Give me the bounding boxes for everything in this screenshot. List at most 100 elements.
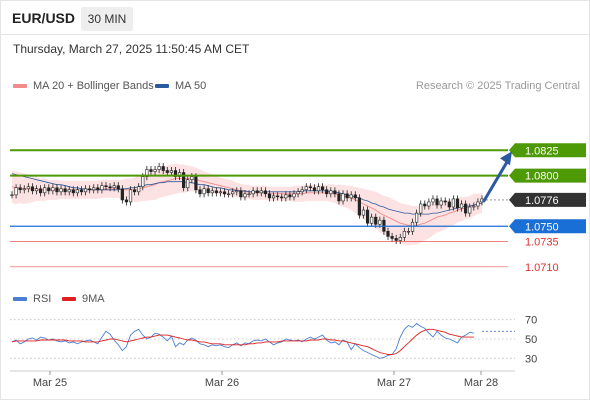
candle-body — [247, 193, 251, 195]
candle-body — [288, 194, 292, 198]
timestamp: Thursday, March 27, 2025 11:50:45 AM CET — [13, 42, 250, 56]
candle-body — [459, 203, 464, 209]
candle-body — [133, 189, 137, 193]
candle-body — [18, 187, 22, 191]
candle-body — [378, 219, 382, 225]
candle-body — [419, 203, 423, 214]
candle-body — [161, 166, 165, 171]
candle-body — [255, 190, 259, 194]
price-tag-pivot — [509, 219, 586, 234]
candle-body — [398, 237, 402, 241]
candle-body — [75, 189, 79, 194]
candle-body — [304, 186, 308, 191]
candle-body — [390, 236, 394, 239]
price-tag-label: 1.0800 — [525, 171, 559, 183]
research-credit: Research © 2025 Trading Central — [415, 80, 580, 92]
candle-body — [284, 194, 288, 199]
x-tick-label: Mar 25 — [33, 377, 67, 389]
candle-body — [415, 212, 419, 223]
candle-body — [210, 190, 214, 194]
candle-body — [353, 194, 357, 199]
candle-body — [202, 188, 206, 195]
candle-body — [476, 201, 480, 207]
candle-body — [451, 198, 455, 208]
candle-body — [402, 231, 406, 238]
candle-body — [59, 188, 63, 193]
candle-body — [124, 199, 129, 203]
price-tag-resistance — [509, 143, 586, 158]
candle-body — [443, 200, 447, 203]
candle-body — [153, 169, 157, 172]
legend-rsi-swatch — [13, 297, 27, 302]
candle-body — [30, 186, 35, 192]
candle-body — [345, 193, 349, 199]
candle-body — [92, 187, 96, 191]
price-tag-last — [509, 192, 586, 207]
candle-body — [116, 185, 120, 190]
pair-title: EUR/USD — [12, 10, 76, 26]
candle-body — [296, 191, 300, 195]
candle-body — [206, 188, 210, 194]
candle-body — [333, 190, 337, 195]
legend-ma20-swatch — [13, 84, 27, 89]
legend-rsi-label: RSI — [33, 293, 52, 305]
candle-body — [321, 186, 325, 191]
candle-body — [427, 201, 431, 207]
rsi-9ma-line — [11, 328, 474, 355]
candle-body — [312, 187, 317, 192]
candle-body — [34, 188, 39, 192]
candle-body — [222, 191, 227, 195]
candle-body — [137, 186, 141, 193]
candle-body — [423, 203, 427, 207]
candle-body — [182, 172, 186, 189]
candle-body — [149, 169, 153, 172]
candle-body — [468, 206, 472, 214]
candle-body — [120, 188, 124, 201]
candle-body — [194, 176, 198, 191]
candle-body — [67, 189, 71, 193]
candle-body — [374, 216, 378, 225]
candle-body — [329, 190, 333, 195]
candle-body — [190, 176, 194, 180]
rsi-tick-label: 50 — [525, 334, 537, 346]
candle-body — [464, 203, 468, 214]
candle-body — [271, 195, 276, 199]
forecast-arrow-shaft — [482, 158, 510, 203]
candle-body — [186, 179, 190, 189]
candle-body — [63, 188, 67, 193]
legend-9ma-label: 9MA — [82, 293, 105, 305]
candle-body — [165, 170, 169, 173]
x-tick-label: Mar 26 — [205, 377, 239, 389]
candle-body — [276, 195, 280, 198]
bollinger-band — [12, 163, 482, 246]
candle-body — [227, 193, 231, 195]
candle-body — [394, 238, 398, 241]
candle-body — [14, 187, 18, 196]
legend-ma20: MA 20 + Bollinger Bands — [13, 80, 154, 92]
price-tag-label: 1.0776 — [525, 195, 559, 207]
candle-body — [370, 216, 374, 224]
header-divider — [0, 34, 590, 35]
support-label: 1.0735 — [525, 236, 559, 248]
rsi-tick-label: 70 — [525, 315, 537, 327]
candle-body — [439, 200, 443, 206]
candle-body — [141, 176, 145, 188]
candle-body — [259, 190, 263, 194]
candle-body — [169, 170, 173, 173]
candle-body — [406, 231, 411, 233]
candle-body — [100, 185, 104, 191]
x-tick-label: Mar 28 — [464, 377, 498, 389]
candle-body — [43, 187, 47, 194]
support-label: 1.0710 — [525, 262, 559, 274]
candle-body — [108, 186, 112, 189]
price-tag-label: 1.0825 — [525, 145, 559, 157]
candle-body — [349, 194, 353, 199]
candle-body — [198, 189, 202, 195]
legend-ma50-swatch — [155, 84, 169, 89]
candle-body — [341, 193, 345, 202]
legend-ma50-label: MA 50 — [175, 80, 207, 92]
candle-body — [447, 201, 451, 208]
timeframe-button[interactable]: 30 MIN — [81, 7, 133, 31]
candle-body — [177, 172, 182, 177]
